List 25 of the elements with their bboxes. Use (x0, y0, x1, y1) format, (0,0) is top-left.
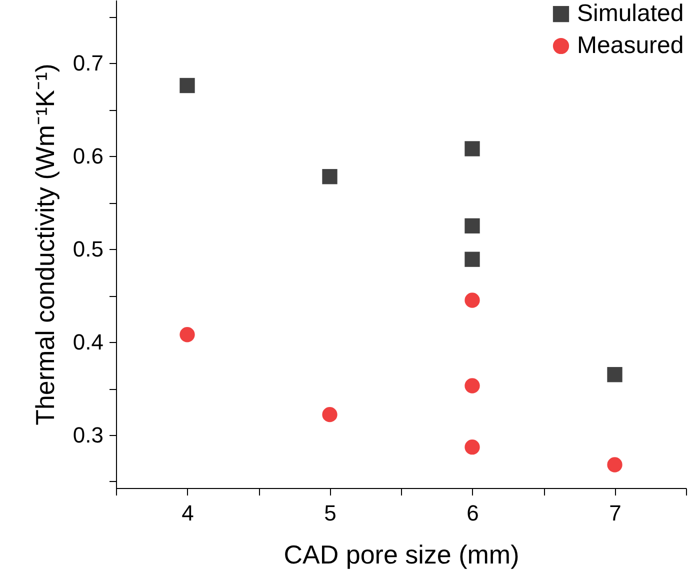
x-axis-title: CAD pore size (mm) (284, 540, 520, 570)
x-tick-label: 4 (182, 500, 194, 526)
y-tick-label: 0.4 (72, 330, 104, 355)
point (464, 440, 480, 455)
x-tick-label: 5 (324, 500, 336, 526)
point (464, 252, 480, 267)
point (180, 78, 195, 94)
point (607, 457, 622, 472)
point (464, 141, 480, 156)
point (464, 292, 480, 308)
y-tick-label: 0.3 (72, 422, 104, 448)
y-tick-label: 0.6 (72, 144, 104, 169)
point (607, 367, 622, 382)
point (322, 169, 338, 184)
y-tick-label: 0.7 (72, 50, 104, 76)
point (464, 378, 480, 394)
x-tick-label: 6 (466, 500, 479, 526)
legend-label: Simulated (577, 0, 684, 27)
legend-label: Measured (577, 32, 684, 59)
y-tick-label: 0.5 (72, 236, 104, 262)
x-tick-label: 7 (609, 500, 622, 526)
point (180, 327, 195, 342)
point (322, 407, 338, 422)
point (464, 218, 480, 234)
y-axis-title: Thermal conductivity (Wm⁻¹K⁻¹) (30, 64, 60, 426)
